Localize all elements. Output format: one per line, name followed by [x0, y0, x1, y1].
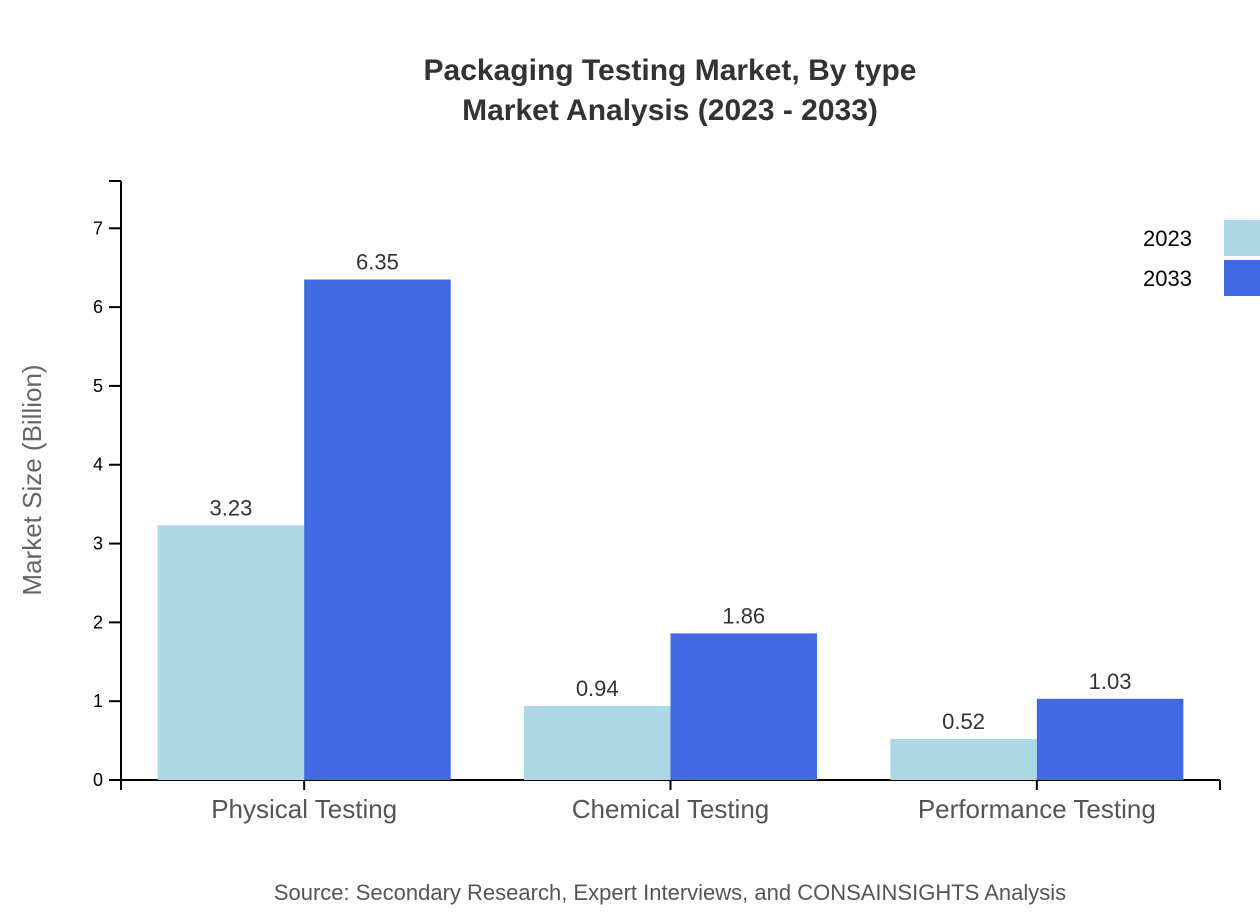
bar-2033 [1036, 698, 1184, 780]
bar-2023 [157, 525, 305, 780]
bar-2033 [670, 633, 818, 780]
chart-title: Packaging Testing Market, By type [424, 54, 917, 87]
data-label: 1.03 [1089, 669, 1132, 694]
data-label: 6.35 [356, 250, 399, 275]
legend-label: 2023 [1143, 226, 1192, 251]
bar-2033 [304, 279, 451, 780]
data-label: 3.23 [209, 495, 252, 520]
legend-swatch-2023 [1224, 220, 1260, 256]
chart-subtitle: Market Analysis (2023 - 2033) [462, 94, 878, 127]
y-tick-label: 7 [93, 218, 103, 238]
data-label: 1.86 [722, 603, 765, 628]
source-note: Source: Secondary Research, Expert Inter… [274, 880, 1066, 905]
y-tick-label: 2 [93, 612, 103, 632]
y-tick-label: 5 [93, 376, 103, 396]
y-tick-label: 1 [93, 691, 103, 711]
y-tick-label: 3 [93, 534, 103, 554]
bar-2023 [890, 739, 1037, 780]
x-tick-label: Performance Testing [918, 794, 1156, 824]
data-label: 0.52 [942, 709, 985, 734]
y-axis-label: Market Size (Billion) [17, 364, 47, 595]
x-tick-label: Chemical Testing [572, 794, 770, 824]
legend-label: 2033 [1143, 266, 1192, 291]
x-tick-label: Physical Testing [211, 794, 397, 824]
y-tick-label: 4 [93, 455, 103, 475]
y-tick-label: 0 [93, 770, 103, 790]
legend-swatch-2033 [1224, 260, 1260, 296]
bar-2023 [523, 705, 671, 780]
y-tick-label: 6 [93, 297, 103, 317]
data-label: 0.94 [576, 676, 619, 701]
